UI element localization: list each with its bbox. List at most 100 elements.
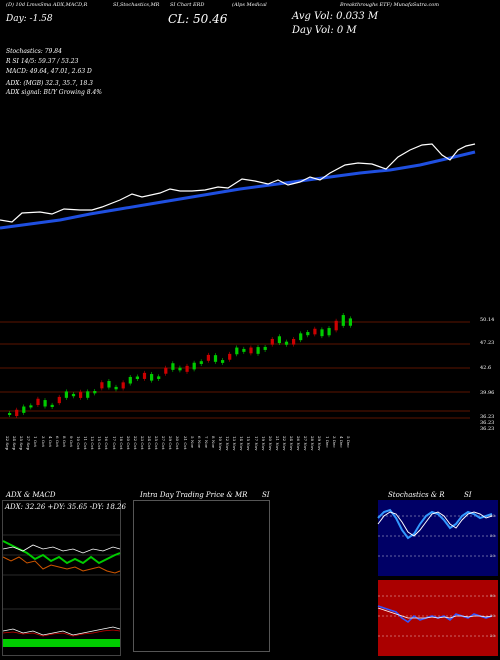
day-volume: Day Vol: 0 M [292,25,357,36]
date-label: 10 Oct [76,436,81,450]
date-label: 27 Sep [26,436,32,451]
stoch-rsi-title: Stochastics & R [388,491,445,499]
date-label: 19 Nov [260,436,266,451]
stoch-d-line [377,511,493,537]
date-label: 3 Dec [331,436,337,448]
candle-body [256,347,260,354]
price-level-6: 36.23 [480,420,495,426]
adx-signal-readout: ADX signal: BUY Growing 8.4% [6,89,102,96]
candles [8,313,352,419]
moving-average-line [0,150,476,230]
date-label: 11 Oct [83,436,89,450]
candle-body [206,354,210,361]
rsi-tick-50: 50 [490,613,496,618]
date-label: 25 Oct [154,436,160,450]
intraday-panel [133,500,270,652]
candle-body [348,318,352,326]
candle-body [242,348,246,352]
date-label: 1 Dec [324,436,330,448]
candle-body [292,338,296,345]
price-level-4: 39.96 [480,390,495,396]
header-segment-2: SI,Stochastics,MR [113,2,160,8]
header-segment-1: (D) 10d LmvsSma ADX,MACD,R [6,2,88,8]
price-level-5: 36.23 [480,414,495,420]
date-label: 28 Nov [310,436,316,451]
intraday-title-suffix: SI [262,491,270,499]
date-axis: 22 Sep 24 Sep 25 Sep 27 Sep 1 Oct 3 Oct 4 Oct 6… [0,436,500,482]
adx-lines [2,534,121,647]
candle-body [334,320,338,331]
macd-histogram [3,639,120,647]
date-label: 10 Nov [218,436,223,451]
price-level-7: 36.23 [480,426,495,432]
price-ma-chart [0,143,476,230]
date-label: 27 Oct [161,436,167,450]
candle-body [164,367,168,374]
candle-body [79,391,83,398]
date-label: 30 Oct [175,436,181,450]
candle-body [71,393,76,397]
rsi-tick-80: 80 [490,593,496,598]
price-line [0,143,476,223]
candle-body [157,376,161,379]
date-label: 24 Nov [289,436,294,451]
date-label: 26 Nov [296,436,302,451]
candle-body [263,346,267,350]
candlestick-chart [0,313,470,419]
stoch-rsi-panel: 80 50 20 80 50 20 [377,500,498,656]
candle-body [270,338,274,345]
date-label: 21 Nov [274,436,280,451]
stoch-rsi-title-suffix: SI [464,491,472,499]
date-label: 7 Nov [203,436,209,448]
candle-body [64,391,68,398]
date-label: 24 Sep [12,436,18,451]
avg-volume: Avg Vol: 0.033 M [292,11,379,22]
date-label: 5 Nov [189,436,195,448]
date-label: 5 Dec [345,436,351,448]
date-label: 22 Sep [5,436,10,451]
candle-body [178,367,182,371]
candle-body [341,315,345,326]
candle-body [8,413,12,415]
date-label: 18 Oct [118,436,124,450]
date-label: 15 Oct [97,436,103,450]
candle-body [235,347,239,355]
stochastics-subpanel [378,500,498,576]
price-level-2: 47.23 [480,340,495,346]
candle-body [171,363,175,370]
rsi-tick-20: 20 [490,633,496,638]
date-label: 14 Nov [239,436,245,451]
candle-body [306,332,310,336]
date-label: 12 Nov [225,436,231,451]
adx-readout: ADX: (MGB) 32.3, 35.7, 18.3 [6,80,93,87]
candle-body [199,361,203,364]
candle-body [114,386,118,390]
macd-readout: MACD: 49.64, 47.01, 2.63 D [6,68,92,75]
candle-body [36,398,40,406]
date-label: 8 Oct [61,436,67,447]
header-segment-5: Breakthroughs ETF) MunafaSutra.com [340,2,439,8]
candle-body [43,400,47,407]
candle-body [150,374,154,381]
candle-body [107,381,111,388]
date-label: 13 Nov [232,436,238,451]
candle-body [249,347,253,354]
date-label: 8 Nov [210,436,216,448]
stoch-tick-20: 20 [490,553,496,558]
close-price: CL: 50.46 [168,12,228,26]
macd-signal-line [2,629,121,637]
date-label: 23 Oct [139,436,145,450]
header-segment-3: SI Chart ERD [170,2,205,8]
intraday-title: Intra Day Trading Price & MR [140,491,248,499]
candle-body [29,405,33,408]
price-level-3: 42.6 [480,365,492,371]
rsi-line [377,605,493,624]
date-label: 6 Oct [54,436,60,447]
minus-di-line [2,556,121,574]
date-label: 3 Oct [40,436,46,447]
price-level-1: 50.14 [480,317,495,323]
adx-readout-panel: ADX: 32.26 +DY: 35.65 -DY: 18.26 [5,503,126,511]
date-label: 20 Nov [267,436,273,451]
candle-body [128,376,132,384]
candle-body [277,336,281,344]
